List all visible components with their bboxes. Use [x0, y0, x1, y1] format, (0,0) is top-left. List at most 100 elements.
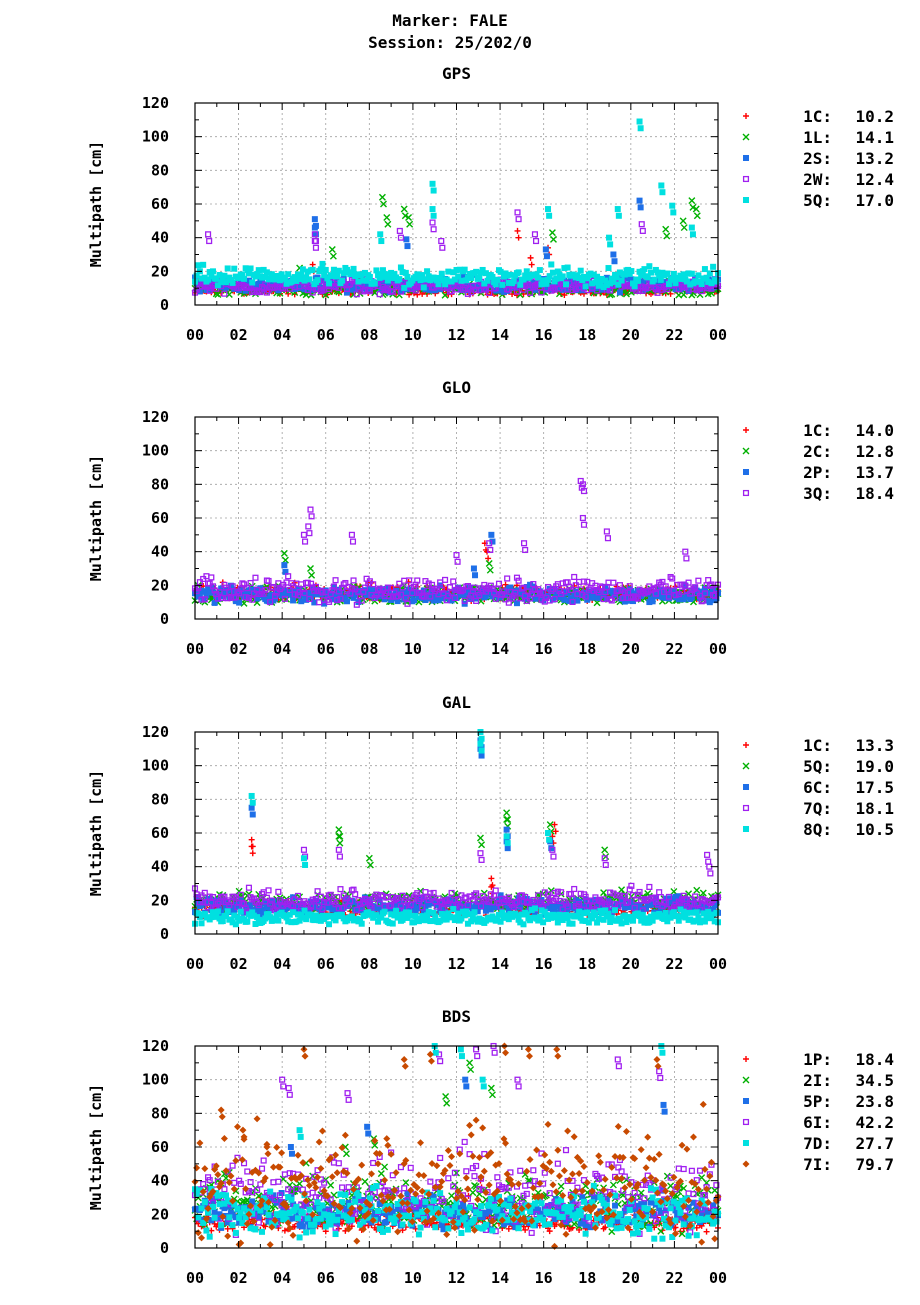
gal-data-point: [479, 858, 484, 863]
gps-data-point: [315, 277, 321, 283]
gal-data-point: [505, 840, 511, 846]
gps-data-point: [329, 246, 335, 252]
gal-data-point: [548, 845, 554, 851]
glo-data-point: [487, 567, 493, 573]
glo-xtick-label: 18: [578, 640, 596, 658]
gps-ytick-label: 0: [160, 296, 169, 314]
gal-data-point: [249, 793, 255, 799]
gal-data-point: [504, 827, 510, 833]
glo-xtick-label: 12: [447, 640, 465, 658]
gps-data-point: [615, 206, 621, 212]
gal-data-point: [236, 888, 242, 894]
glo-data-point: [668, 575, 673, 580]
gps-legend-entry: 1L:14.1: [743, 128, 894, 147]
gps-legend: 1C:10.2 1L:14.1 2S: 13.2 2W:12.4 5Q:17.0: [743, 107, 894, 210]
gal-data-point: [302, 847, 307, 852]
glo-panel-title: GLO: [442, 378, 471, 397]
glo-data-point: [582, 522, 587, 527]
gps-legend-label: 2S:: [803, 149, 832, 168]
gps-data-point: [312, 216, 318, 222]
glo-data-point: [302, 532, 307, 537]
glo-xtick-label: 20: [622, 640, 640, 658]
gps-data-point: [314, 245, 319, 250]
glo-legend-marker: [743, 448, 749, 454]
glo-ylabel: Multipath [cm]: [87, 455, 105, 581]
gal-data-point: [382, 909, 388, 915]
glo-data-point: [351, 539, 356, 544]
gps-data-point: [515, 228, 521, 234]
gps-data-point: [637, 119, 643, 125]
gps-data-point: [310, 267, 316, 273]
glo-legend-entry: 2C:12.8: [743, 442, 894, 461]
glo-legend: 1C:14.02C:12.82P:13.73Q:18.4: [743, 421, 894, 503]
gal-data-point: [244, 919, 250, 925]
gal-data-point: [657, 890, 662, 895]
gps-data-point: [330, 253, 336, 259]
glo-ytick-label: 20: [151, 576, 169, 594]
gps-xtick-label: 02: [230, 326, 248, 344]
gps-data-point: [699, 281, 705, 287]
gal-data-point: [477, 835, 483, 841]
gal-data-point: [505, 817, 511, 823]
gps-data-point: [310, 262, 316, 268]
gps-ytick-label: 40: [151, 229, 169, 247]
gps-legend-entry: 5Q:17.0: [743, 191, 894, 210]
glo-xtick-label: 14: [491, 640, 509, 658]
glo-data-point: [307, 566, 313, 572]
gps-data-point: [377, 231, 383, 237]
gps-data-point: [664, 271, 670, 277]
glo-legend-label: 2C:: [803, 442, 832, 461]
gal-data-point: [504, 810, 510, 816]
gps-legend-entry: 2S: 13.2: [743, 149, 894, 168]
gps-xtick-label: 08: [360, 326, 378, 344]
glo-data-point: [351, 578, 356, 583]
gal-data-point: [250, 811, 256, 817]
gps-data-point: [241, 276, 247, 282]
gps-data-point: [534, 239, 539, 244]
gps-data-point: [516, 269, 522, 275]
gal-data-point: [521, 921, 527, 927]
glo-legend-entry: 2P:13.7: [743, 463, 894, 482]
gps-data-point: [546, 213, 552, 219]
gps-legend-entry: 2W:12.4: [744, 170, 894, 189]
gps-legend-label: 2W:: [803, 170, 832, 189]
glo-data-point: [350, 532, 355, 537]
gps-data-point: [658, 182, 664, 188]
gps-xtick-label: 00: [186, 326, 204, 344]
gps-data-point: [372, 281, 378, 287]
gps-data-point: [378, 238, 384, 244]
glo-legend-label: 1C:: [803, 421, 832, 440]
gps-xtick-label: 16: [535, 326, 553, 344]
glo-data-point: [307, 531, 312, 536]
gps-data-point: [619, 278, 625, 284]
gps-legend-marker: [743, 197, 749, 203]
gps-data-point: [529, 262, 535, 268]
gal-data-point: [612, 907, 618, 913]
gps-data-point: [403, 236, 409, 242]
glo-xtick-label: 08: [360, 640, 378, 658]
gps-xtick-label: 14: [491, 326, 509, 344]
gps-legend-entry: 1C:10.2: [743, 107, 894, 126]
gps-data-point: [635, 278, 641, 284]
gps-data-point: [207, 239, 212, 244]
gal-data-point: [504, 833, 510, 839]
gps-data-point: [517, 282, 523, 288]
gps-data-point: [384, 214, 390, 220]
gps-legend-value: 13.2: [855, 149, 894, 168]
gps-data-point: [396, 276, 402, 282]
gal-data-point: [367, 862, 373, 868]
gps-data-point: [549, 230, 555, 236]
gps-data-point: [440, 245, 445, 250]
gps-data-point: [515, 210, 520, 215]
gps-legend-label: 1C:: [803, 107, 832, 126]
gps-data-point: [690, 231, 696, 237]
gal-data-point: [338, 887, 343, 892]
session-title: Session: 25/202/0: [368, 33, 532, 52]
gps-data-point: [516, 217, 521, 222]
gps-data-point: [200, 262, 206, 268]
glo-data-point: [486, 560, 492, 566]
gps-data-point: [431, 188, 437, 194]
